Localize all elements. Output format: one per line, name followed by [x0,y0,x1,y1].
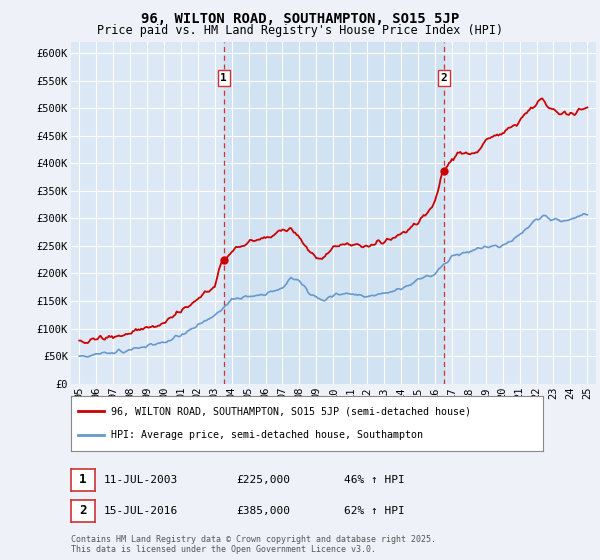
Text: 46% ↑ HPI: 46% ↑ HPI [344,475,404,485]
Text: 1: 1 [220,73,227,83]
Text: 1: 1 [79,473,86,487]
Text: £225,000: £225,000 [236,475,290,485]
Text: Contains HM Land Registry data © Crown copyright and database right 2025.
This d: Contains HM Land Registry data © Crown c… [71,535,436,554]
Text: 96, WILTON ROAD, SOUTHAMPTON, SO15 5JP (semi-detached house): 96, WILTON ROAD, SOUTHAMPTON, SO15 5JP (… [111,407,471,416]
Text: 2: 2 [79,504,86,517]
Text: 15-JUL-2016: 15-JUL-2016 [104,506,178,516]
Text: £385,000: £385,000 [236,506,290,516]
Text: 96, WILTON ROAD, SOUTHAMPTON, SO15 5JP: 96, WILTON ROAD, SOUTHAMPTON, SO15 5JP [141,12,459,26]
Text: 2: 2 [440,73,447,83]
Text: HPI: Average price, semi-detached house, Southampton: HPI: Average price, semi-detached house,… [111,431,423,440]
Text: 11-JUL-2003: 11-JUL-2003 [104,475,178,485]
Text: Price paid vs. HM Land Registry's House Price Index (HPI): Price paid vs. HM Land Registry's House … [97,24,503,36]
Text: 62% ↑ HPI: 62% ↑ HPI [344,506,404,516]
Bar [224,42,444,384]
